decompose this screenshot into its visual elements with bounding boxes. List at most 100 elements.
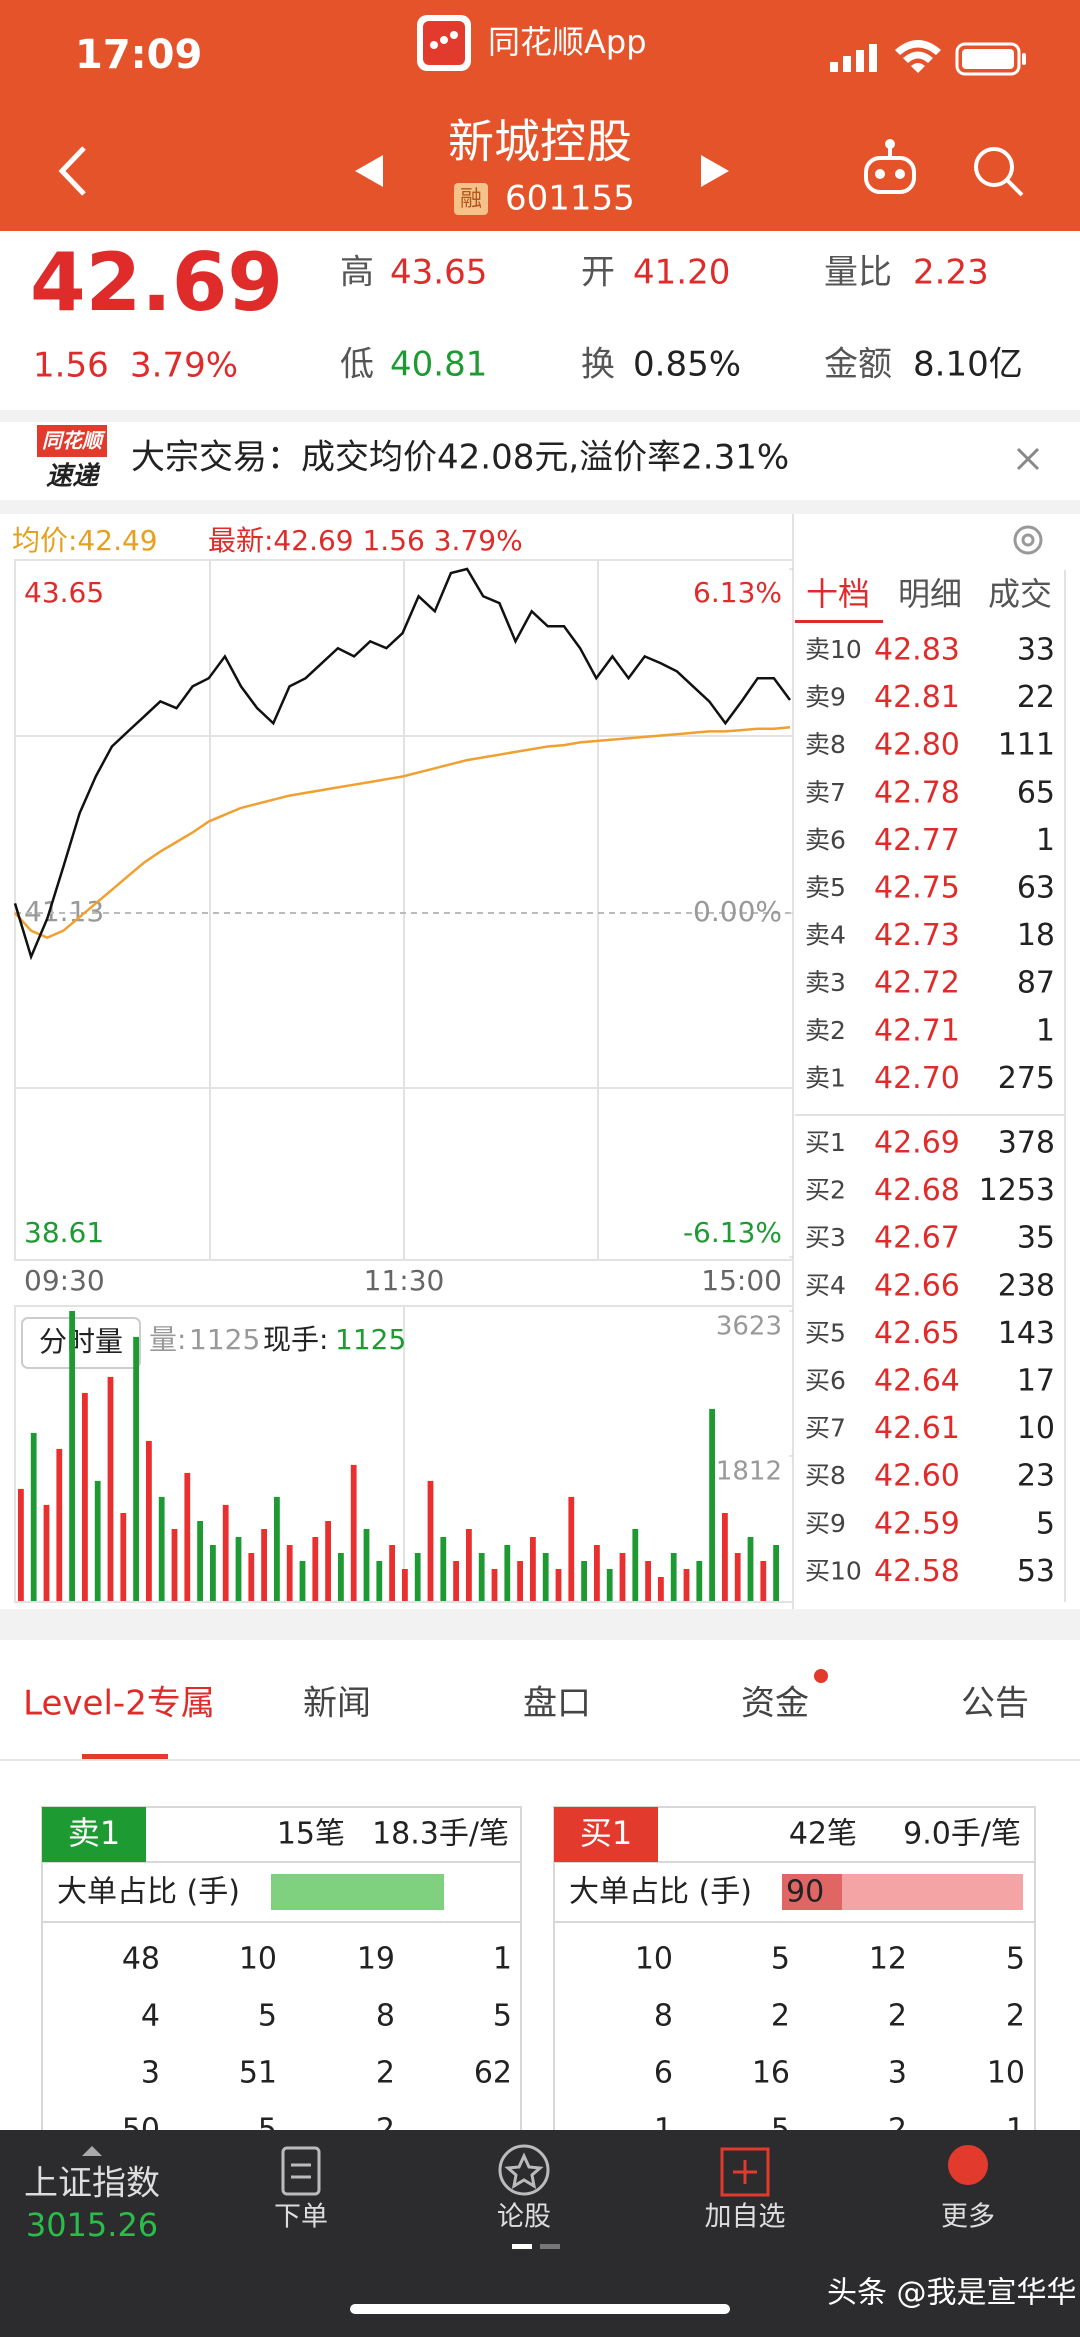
field-label: 量比 xyxy=(824,253,892,293)
buy-tag-bg xyxy=(554,1807,658,1862)
logo-badge xyxy=(37,425,107,457)
volume-tick-label: 3623 xyxy=(716,1312,782,1342)
level2-ratio-label: 大单占比 (手) xyxy=(569,1875,752,1910)
volume-bar xyxy=(722,1513,728,1601)
expand-arrow[interactable] xyxy=(82,2146,102,2156)
book-level: 买3 xyxy=(805,1223,846,1252)
level2-cell: 51 xyxy=(239,2056,277,2091)
book-level: 卖9 xyxy=(805,683,846,712)
book-price: 42.81 xyxy=(874,680,960,715)
ratio-bar xyxy=(271,1874,444,1910)
page-dot xyxy=(512,2244,532,2249)
volume-bar xyxy=(504,1545,511,1601)
book-level: 买1 xyxy=(805,1128,846,1157)
volume-bar xyxy=(414,1553,421,1601)
volume-bar xyxy=(248,1553,255,1601)
volume-bar xyxy=(658,1577,664,1601)
level2-cell: 3 xyxy=(141,2056,160,2091)
volume-bar xyxy=(683,1569,690,1601)
x-tick-label: 15:00 xyxy=(701,1264,782,1297)
field-value: 41.20 xyxy=(633,253,730,293)
volume-bar xyxy=(491,1569,498,1601)
search-button[interactable] xyxy=(974,147,1024,197)
field-label: 高 xyxy=(340,253,374,293)
volume-bar xyxy=(645,1561,651,1601)
home-indicator xyxy=(350,2304,730,2314)
settings-button[interactable] xyxy=(1013,525,1043,555)
book-qty: 378 xyxy=(998,1126,1055,1161)
book-price: 42.75 xyxy=(874,871,960,906)
next-stock[interactable] xyxy=(701,155,729,187)
book-level: 买6 xyxy=(805,1366,846,1395)
banner-text[interactable]: 大宗交易：成交均价42.08元,溢价率2.31% xyxy=(131,438,789,478)
level2-tag: 卖1 xyxy=(68,1814,120,1852)
level2-avg: 18.3手/笔 xyxy=(372,1817,509,1852)
level2-cell: 2 xyxy=(888,1999,907,2034)
book-tab-underline xyxy=(795,620,883,623)
book-price: 42.72 xyxy=(874,966,960,1001)
hand-value: 1125 xyxy=(335,1323,406,1356)
nav-item[interactable]: 加自选 xyxy=(705,2202,786,2233)
section-tab[interactable]: 公告 xyxy=(961,1684,1029,1724)
volume-bar xyxy=(184,1472,191,1601)
robot-button[interactable] xyxy=(864,139,916,194)
volume-bar xyxy=(69,1311,75,1601)
back-button[interactable] xyxy=(58,146,86,196)
section-tab[interactable]: 资金 xyxy=(741,1684,809,1724)
prev-stock[interactable] xyxy=(355,155,383,187)
level2-cell: 2 xyxy=(1006,1999,1025,2034)
volume-bar xyxy=(197,1521,203,1601)
close-banner[interactable] xyxy=(1016,447,1040,471)
book-level: 买9 xyxy=(805,1509,846,1538)
volume-bar xyxy=(30,1432,37,1601)
field-value: 0.85% xyxy=(633,345,741,385)
hand-label: 现手: xyxy=(263,1323,328,1356)
field-value: 2.23 xyxy=(913,253,989,293)
level2-frame xyxy=(41,1806,1036,2148)
level2-cell: 3 xyxy=(888,2056,907,2091)
book-price: 42.64 xyxy=(874,1364,960,1399)
book-tab[interactable]: 十档 xyxy=(806,575,870,613)
book-tab[interactable]: 成交 xyxy=(988,575,1052,613)
separator xyxy=(0,1609,1080,1640)
logo-text: 速递 xyxy=(46,462,101,492)
nav-item[interactable]: 更多 xyxy=(941,2202,995,2233)
volume-bar xyxy=(594,1545,600,1601)
section-tab[interactable]: 盘口 xyxy=(523,1684,591,1724)
volume-button[interactable] xyxy=(21,1317,141,1369)
book-qty: 275 xyxy=(998,1061,1055,1096)
level2-cell: 1 xyxy=(493,1942,512,1977)
x-tick-label: 11:30 xyxy=(364,1264,445,1297)
volume-bar xyxy=(568,1496,575,1601)
volume-bar xyxy=(709,1408,715,1601)
book-tab[interactable]: 明细 xyxy=(898,575,962,613)
volume-bar xyxy=(478,1553,485,1601)
nav-item[interactable]: 论股 xyxy=(497,2202,551,2233)
book-qty: 87 xyxy=(1017,966,1055,1001)
volume-bar xyxy=(389,1545,395,1601)
field-value: 40.81 xyxy=(390,345,487,385)
volume-bar xyxy=(350,1464,357,1601)
watermark: 头条 @我是宣华华 xyxy=(827,2276,1077,2311)
volume-bar xyxy=(376,1561,383,1601)
level2-avg: 9.0手/笔 xyxy=(903,1817,1021,1852)
index-name[interactable]: 上证指数 xyxy=(24,2164,160,2204)
badge-dot xyxy=(814,1669,828,1683)
field-label: 开 xyxy=(581,253,615,293)
book-level: 卖10 xyxy=(805,635,862,664)
stock-name: 新城控股 xyxy=(448,115,632,169)
level2-cell: 8 xyxy=(654,1999,673,2034)
book-level: 买2 xyxy=(805,1176,846,1205)
book-qty: 23 xyxy=(1017,1459,1055,1494)
volume-bar xyxy=(606,1569,613,1601)
level2-ratio: 90 xyxy=(786,1875,824,1910)
section-tab[interactable]: 新闻 xyxy=(303,1684,371,1724)
volume-button-label[interactable]: 分时量 xyxy=(39,1325,123,1358)
section-tab[interactable]: Level-2专属 xyxy=(23,1684,215,1724)
book-price: 42.58 xyxy=(874,1554,960,1589)
nav-item[interactable]: 下单 xyxy=(274,2202,328,2233)
book-qty: 22 xyxy=(1017,680,1055,715)
y-tick-label: 43.65 xyxy=(24,576,104,609)
